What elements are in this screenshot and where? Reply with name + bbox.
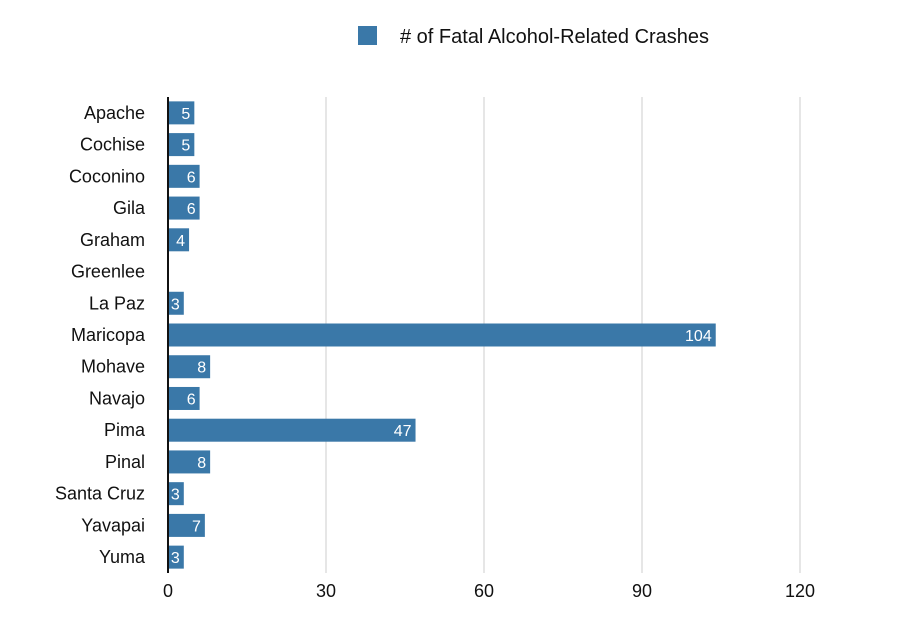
bar: [168, 545, 184, 569]
category-label: Yuma: [99, 547, 146, 567]
bar: [168, 482, 184, 506]
data-label: 6: [187, 169, 196, 186]
category-label: Apache: [84, 103, 145, 123]
legend-swatch: [358, 26, 377, 45]
data-label: 3: [171, 296, 180, 313]
bar: [168, 133, 195, 157]
category-label: Navajo: [89, 388, 145, 408]
data-label: 5: [181, 106, 190, 123]
bar: [168, 355, 211, 379]
bar: [168, 418, 416, 442]
bar: [168, 196, 200, 220]
data-label: 3: [171, 487, 180, 504]
bar: [168, 323, 716, 347]
data-label: 104: [685, 328, 712, 345]
bar: [168, 513, 205, 537]
category-label: Santa Cruz: [55, 484, 145, 504]
category-label: Gila: [113, 198, 146, 218]
data-label: 5: [181, 138, 190, 155]
bar: [168, 386, 200, 410]
x-tick-label: 90: [632, 581, 652, 601]
category-label: Pinal: [105, 452, 145, 472]
category-label: Greenlee: [71, 262, 145, 282]
bar: [168, 164, 200, 188]
category-label: Pima: [104, 420, 146, 440]
category-labels: Apache Cochise Coconino Gila Graham Greenlee L…: [55, 103, 146, 567]
data-label: 3: [171, 550, 180, 567]
data-label: 6: [187, 391, 196, 408]
data-label: 4: [176, 233, 185, 250]
bar: [168, 228, 190, 252]
category-label: Maricopa: [71, 325, 146, 345]
data-label: 8: [197, 360, 206, 377]
bar: [168, 291, 184, 315]
bar: [168, 450, 211, 474]
bar: [168, 101, 195, 125]
x-tick-label: 0: [163, 581, 173, 601]
legend-label: # of Fatal Alcohol-Related Crashes: [400, 26, 709, 48]
data-label: 8: [197, 455, 206, 472]
data-label: 47: [394, 423, 412, 440]
x-tick-label: 30: [316, 581, 336, 601]
category-label: Mohave: [81, 357, 145, 377]
category-label: La Paz: [89, 293, 145, 313]
data-label: 7: [192, 518, 201, 535]
legend: # of Fatal Alcohol-Related Crashes: [358, 26, 709, 48]
category-label: Yavapai: [81, 515, 145, 535]
category-label: Coconino: [69, 166, 145, 186]
x-axis-tick-labels: 0 30 60 90 120: [163, 581, 815, 601]
x-tick-label: 60: [474, 581, 494, 601]
data-label: 6: [187, 201, 196, 218]
category-label: Graham: [80, 230, 145, 250]
x-tick-label: 120: [785, 581, 815, 601]
category-label: Cochise: [80, 135, 145, 155]
